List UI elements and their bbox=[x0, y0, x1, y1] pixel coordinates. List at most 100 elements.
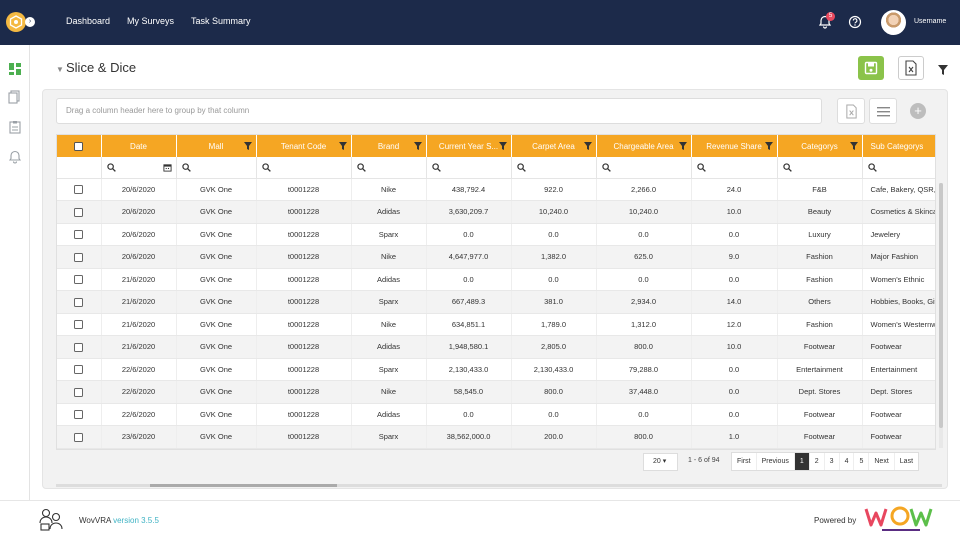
export-excel-button[interactable] bbox=[898, 56, 924, 80]
pager-last[interactable]: Last bbox=[899, 458, 914, 465]
vertical-scroll-thumb[interactable] bbox=[939, 183, 943, 428]
row-checkbox[interactable] bbox=[74, 320, 84, 329]
table-row[interactable]: 23/6/2020 GVK One t0001228 Sparx 38,562,000.… bbox=[57, 425, 935, 449]
filter-cell[interactable] bbox=[511, 157, 597, 179]
row-select-cell[interactable] bbox=[57, 223, 102, 246]
row-checkbox[interactable] bbox=[74, 410, 84, 419]
column-filter-icon[interactable] bbox=[413, 142, 422, 150]
column-header[interactable]: Revenue Share bbox=[691, 135, 778, 157]
row-checkbox[interactable] bbox=[74, 365, 84, 374]
pager-next[interactable]: Next bbox=[869, 453, 895, 470]
filter-icon[interactable] bbox=[937, 64, 949, 76]
filter-cell[interactable] bbox=[862, 157, 935, 179]
pager-page-4[interactable]: 4 bbox=[840, 453, 855, 470]
table-row[interactable]: 21/6/2020 GVK One t0001228 Adidas 0.0 0.0 0.0 0… bbox=[57, 268, 935, 291]
username-label[interactable]: Username bbox=[914, 18, 947, 25]
column-filter-icon[interactable] bbox=[243, 142, 252, 150]
row-checkbox[interactable] bbox=[74, 185, 84, 194]
column-header[interactable]: Categorys bbox=[777, 135, 863, 157]
column-header[interactable]: Brand bbox=[351, 135, 427, 157]
row-checkbox[interactable] bbox=[74, 275, 84, 284]
table-row[interactable]: 22/6/2020 GVK One t0001228 Adidas 0.0 0.0 0.0 0… bbox=[57, 403, 935, 426]
horizontal-scroll-thumb[interactable] bbox=[150, 484, 337, 487]
calendar-icon[interactable] bbox=[162, 163, 172, 172]
dashboard-icon[interactable] bbox=[8, 62, 22, 76]
pager-page-3[interactable]: 3 bbox=[825, 453, 840, 470]
row-select-cell[interactable] bbox=[57, 290, 102, 314]
table-row[interactable]: 22/6/2020 GVK One t0001228 Nike 58,545.0 800.… bbox=[57, 380, 935, 404]
column-filter-icon[interactable] bbox=[498, 142, 507, 150]
save-button[interactable] bbox=[858, 56, 884, 80]
column-header[interactable]: Sub Categorys bbox=[862, 135, 935, 157]
add-icon[interactable]: + bbox=[910, 103, 926, 119]
row-select-cell[interactable] bbox=[57, 380, 102, 404]
avatar[interactable] bbox=[881, 10, 906, 35]
row-select-cell[interactable] bbox=[57, 358, 102, 381]
row-select-cell[interactable] bbox=[57, 403, 102, 426]
table-row[interactable]: 22/6/2020 GVK One t0001228 Sparx 2,130,433.0… bbox=[57, 358, 935, 381]
horizontal-scrollbar[interactable] bbox=[56, 484, 942, 487]
app-logo-icon[interactable] bbox=[6, 12, 26, 32]
column-header[interactable]: Current Year S... bbox=[426, 135, 512, 157]
row-checkbox[interactable] bbox=[74, 342, 84, 352]
column-filter-icon[interactable] bbox=[583, 142, 592, 150]
column-filter-icon[interactable] bbox=[338, 142, 347, 150]
pager-first[interactable]: First bbox=[732, 453, 757, 470]
filter-cell[interactable] bbox=[176, 157, 257, 179]
row-checkbox[interactable] bbox=[74, 252, 84, 262]
row-select-cell[interactable] bbox=[57, 178, 102, 201]
table-row[interactable]: 21/6/2020 GVK One t0001228 Sparx 667,489.3 38… bbox=[57, 290, 935, 314]
table-row[interactable]: 21/6/2020 GVK One t0001228 Adidas 1,948,580.… bbox=[57, 335, 935, 359]
nav-my-surveys[interactable]: My Surveys bbox=[127, 16, 175, 26]
row-select-cell[interactable] bbox=[57, 200, 102, 224]
row-select-cell[interactable] bbox=[57, 335, 102, 359]
table-row[interactable]: 20/6/2020 GVK One t0001228 Nike 438,792.4 922… bbox=[57, 178, 935, 201]
column-filter-icon[interactable] bbox=[764, 142, 773, 150]
column-header[interactable]: Carpet Area bbox=[511, 135, 597, 157]
row-select-cell[interactable] bbox=[57, 268, 102, 291]
table-row[interactable]: 20/6/2020 GVK One t0001228 Nike 4,647,977.0 1… bbox=[57, 245, 935, 269]
alerts-bell-icon[interactable] bbox=[8, 150, 22, 164]
column-menu-button[interactable] bbox=[869, 98, 897, 124]
row-select-cell[interactable] bbox=[57, 313, 102, 336]
pager-page-2[interactable]: 2 bbox=[810, 453, 825, 470]
nav-task-summary[interactable]: Task Summary bbox=[191, 16, 251, 26]
row-select-cell[interactable] bbox=[57, 425, 102, 449]
filter-cell[interactable] bbox=[256, 157, 352, 179]
filter-cell[interactable] bbox=[777, 157, 863, 179]
page-size-select[interactable]: 20 ▾ bbox=[643, 453, 678, 471]
row-checkbox[interactable] bbox=[74, 432, 84, 442]
grid-excel-button[interactable] bbox=[837, 98, 865, 124]
filter-cell[interactable] bbox=[596, 157, 692, 179]
row-checkbox[interactable] bbox=[74, 230, 84, 239]
pager-previous[interactable]: Previous bbox=[757, 453, 795, 470]
documents-icon[interactable] bbox=[8, 90, 22, 104]
collapse-sidebar-icon[interactable]: › bbox=[25, 17, 35, 27]
nav-dashboard[interactable]: Dashboard bbox=[66, 16, 111, 26]
row-checkbox[interactable] bbox=[74, 387, 84, 397]
filter-cell[interactable] bbox=[691, 157, 778, 179]
column-header[interactable]: Date bbox=[101, 135, 177, 157]
column-header[interactable]: Tenant Code bbox=[256, 135, 352, 157]
column-header[interactable]: Mall bbox=[176, 135, 257, 157]
pager-page-5[interactable]: 5 bbox=[854, 453, 870, 470]
column-filter-icon[interactable] bbox=[678, 142, 687, 150]
filter-cell[interactable] bbox=[426, 157, 512, 179]
table-row[interactable]: 20/6/2020 GVK One t0001228 Sparx 0.0 0.0 0.0 0.… bbox=[57, 223, 935, 246]
help-icon[interactable] bbox=[848, 15, 862, 29]
clipboard-icon[interactable] bbox=[8, 120, 22, 134]
table-row[interactable]: 21/6/2020 GVK One t0001228 Nike 634,851.1 1,7… bbox=[57, 313, 935, 336]
row-select-cell[interactable] bbox=[57, 245, 102, 269]
select-all-checkbox[interactable] bbox=[74, 141, 84, 151]
table-row[interactable]: 20/6/2020 GVK One t0001228 Adidas 3,630,209.… bbox=[57, 200, 935, 224]
filter-cell[interactable] bbox=[101, 157, 177, 179]
select-all-header[interactable] bbox=[57, 135, 102, 157]
row-checkbox[interactable] bbox=[74, 207, 84, 217]
column-filter-icon[interactable] bbox=[849, 142, 858, 150]
vertical-scrollbar[interactable] bbox=[939, 183, 943, 448]
pager-page-1[interactable]: 1 bbox=[794, 453, 810, 470]
row-checkbox[interactable] bbox=[74, 297, 84, 307]
filter-cell[interactable] bbox=[351, 157, 427, 179]
column-header[interactable]: Chargeable Area bbox=[596, 135, 692, 157]
group-by-drop-zone[interactable]: Drag a column header here to group by th… bbox=[56, 98, 822, 124]
